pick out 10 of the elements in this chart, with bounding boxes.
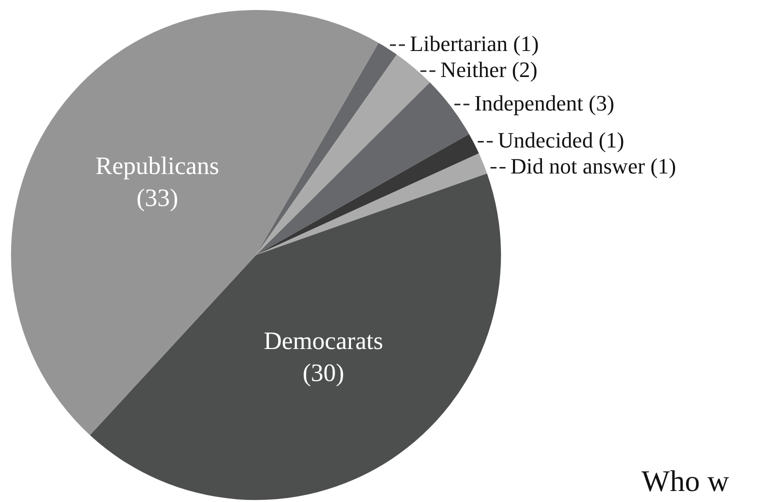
- data-label: (33): [136, 184, 178, 212]
- slice-label: Republicans: [96, 152, 220, 180]
- slice-label: Independent (3): [474, 90, 614, 116]
- slice-label: Did not answer (1): [510, 154, 676, 179]
- slice-label: Democarats: [264, 328, 384, 355]
- slice-label: Libertarian (1): [410, 30, 539, 56]
- slice-label: Neither (2): [440, 56, 538, 82]
- slice-label: Undecided (1): [498, 128, 624, 153]
- text: Who w: [642, 464, 730, 498]
- data-label: (30): [302, 360, 344, 387]
